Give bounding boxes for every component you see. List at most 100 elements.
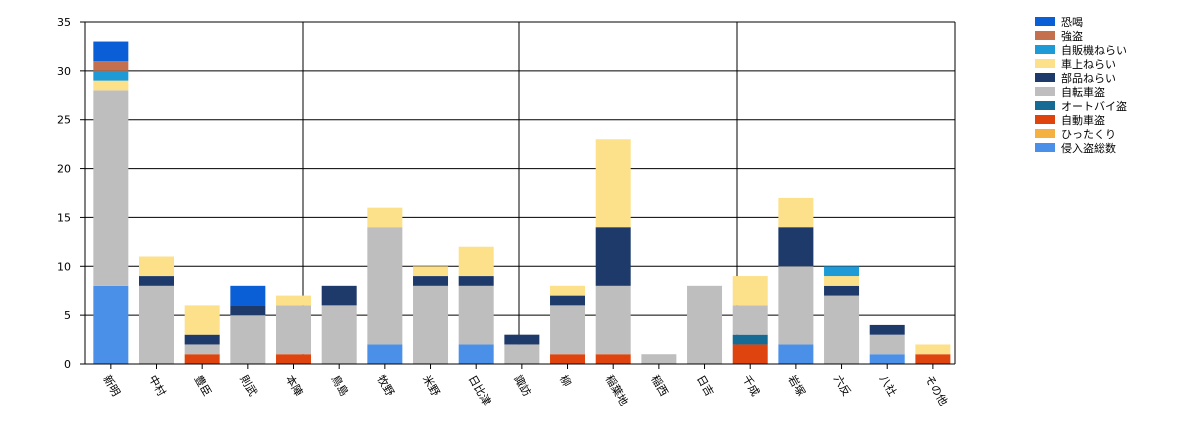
- bar-segment: [641, 354, 677, 364]
- bar-segment: [687, 285, 723, 364]
- legend-swatch: [1035, 73, 1055, 82]
- bar-segment: [458, 285, 494, 345]
- legend-swatch: [1035, 115, 1055, 124]
- bar-segment: [595, 354, 631, 364]
- bar-segment: [824, 285, 860, 296]
- x-tick-label: 中村: [146, 373, 169, 399]
- legend-swatch: [1035, 129, 1055, 138]
- legend-label: 部品ねらい: [1061, 71, 1116, 85]
- y-tick-label: 20: [57, 163, 71, 176]
- bar-layer: [93, 41, 951, 364]
- bar-segment: [93, 61, 129, 71]
- x-tick-label: その他: [922, 373, 950, 408]
- bar-segment: [504, 334, 540, 345]
- legend-swatch: [1035, 17, 1055, 26]
- y-tick-label: 0: [64, 358, 71, 371]
- x-tick-label: 千成: [740, 373, 762, 399]
- bar-segment: [276, 305, 312, 355]
- x-tick-label: 則武: [237, 373, 259, 399]
- x-tick-label: 諏訪: [511, 373, 534, 399]
- bar-segment: [550, 285, 586, 296]
- bar-segment: [458, 276, 494, 286]
- x-tick-label: 本陣: [283, 373, 306, 399]
- bar-segment: [184, 354, 220, 364]
- bar-segment: [367, 344, 403, 364]
- bar-segment: [230, 285, 266, 306]
- y-tick-label: 15: [57, 211, 71, 224]
- bar-segment: [458, 344, 494, 364]
- bar-segment: [595, 227, 631, 286]
- legend-swatch: [1035, 101, 1055, 110]
- bar-segment: [732, 305, 768, 335]
- x-tick-label: 稲西: [648, 373, 670, 399]
- legend-label: 自動車盗: [1061, 113, 1105, 127]
- x-tick-label: 牧野: [374, 373, 397, 399]
- y-tick-label: 25: [57, 114, 71, 127]
- x-tick-label: 米野: [420, 373, 442, 399]
- bar-segment: [367, 207, 403, 228]
- legend-swatch: [1035, 143, 1055, 152]
- bar-segment: [824, 266, 860, 277]
- x-tick-label: 豊臣: [192, 373, 214, 399]
- bar-segment: [595, 139, 631, 228]
- bar-segment: [93, 80, 129, 91]
- legend: 恐喝強盗自販機ねらい車上ねらい部品ねらい自転車盗オートバイ盗自動車盗ひったくり侵…: [1035, 16, 1127, 155]
- legend-label: 恐喝: [1061, 16, 1083, 29]
- bar-segment: [276, 295, 312, 306]
- bar-segment: [276, 354, 312, 364]
- bar-segment: [321, 285, 357, 306]
- legend-swatch: [1035, 59, 1055, 68]
- bar-segment: [93, 90, 129, 286]
- bar-segment: [778, 344, 814, 364]
- bar-segment: [732, 334, 768, 345]
- bar-segment: [367, 227, 403, 345]
- legend-label: 侵入盗総数: [1061, 141, 1116, 155]
- bar-segment: [869, 324, 905, 335]
- grid-layer: [85, 21, 956, 365]
- bar-segment: [184, 344, 220, 355]
- bar-segment: [778, 197, 814, 228]
- bar-segment: [139, 256, 175, 277]
- bar-segment: [230, 305, 266, 316]
- x-tick-label: 新明: [100, 373, 123, 399]
- y-tick-label: 5: [64, 309, 71, 322]
- legend-label: 車上ねらい: [1061, 57, 1116, 71]
- bar-segment: [915, 354, 951, 364]
- bar-segment: [184, 334, 220, 345]
- legend-label: 強盗: [1061, 30, 1083, 43]
- legend-label: 自販機ねらい: [1061, 43, 1127, 57]
- bar-segment: [93, 70, 129, 81]
- y-tick-label: 35: [57, 16, 71, 29]
- bar-segment: [413, 285, 449, 364]
- bar-segment: [732, 276, 768, 306]
- x-tick-label: 八社: [877, 373, 900, 399]
- bar-segment: [550, 295, 586, 306]
- x-tick-label: 日比津: [466, 373, 494, 408]
- bar-segment: [413, 276, 449, 286]
- bar-segment: [869, 334, 905, 355]
- bar-segment: [915, 344, 951, 355]
- bar-segment: [458, 246, 494, 277]
- x-tick-label: 六反: [831, 373, 853, 399]
- legend-swatch: [1035, 45, 1055, 54]
- bar-segment: [184, 305, 220, 335]
- x-tick-label: 稲葉地: [603, 373, 632, 409]
- legend-swatch: [1035, 87, 1055, 96]
- legend-label: ひったくり: [1061, 128, 1116, 141]
- bar-segment: [504, 344, 540, 364]
- y-tick-label: 10: [57, 260, 71, 273]
- x-tick-label: 日吉: [694, 373, 716, 399]
- bar-segment: [824, 295, 860, 364]
- legend-label: オートバイ盗: [1061, 100, 1127, 113]
- bar-segment: [778, 266, 814, 345]
- bar-segment: [93, 41, 129, 62]
- bar-segment: [824, 276, 860, 286]
- bar-segment: [550, 305, 586, 355]
- x-tick-label: 岩塚: [785, 373, 808, 399]
- bar-segment: [139, 285, 175, 364]
- bar-segment: [93, 285, 129, 364]
- x-tick-label: 柳: [557, 373, 575, 390]
- bar-segment: [869, 354, 905, 364]
